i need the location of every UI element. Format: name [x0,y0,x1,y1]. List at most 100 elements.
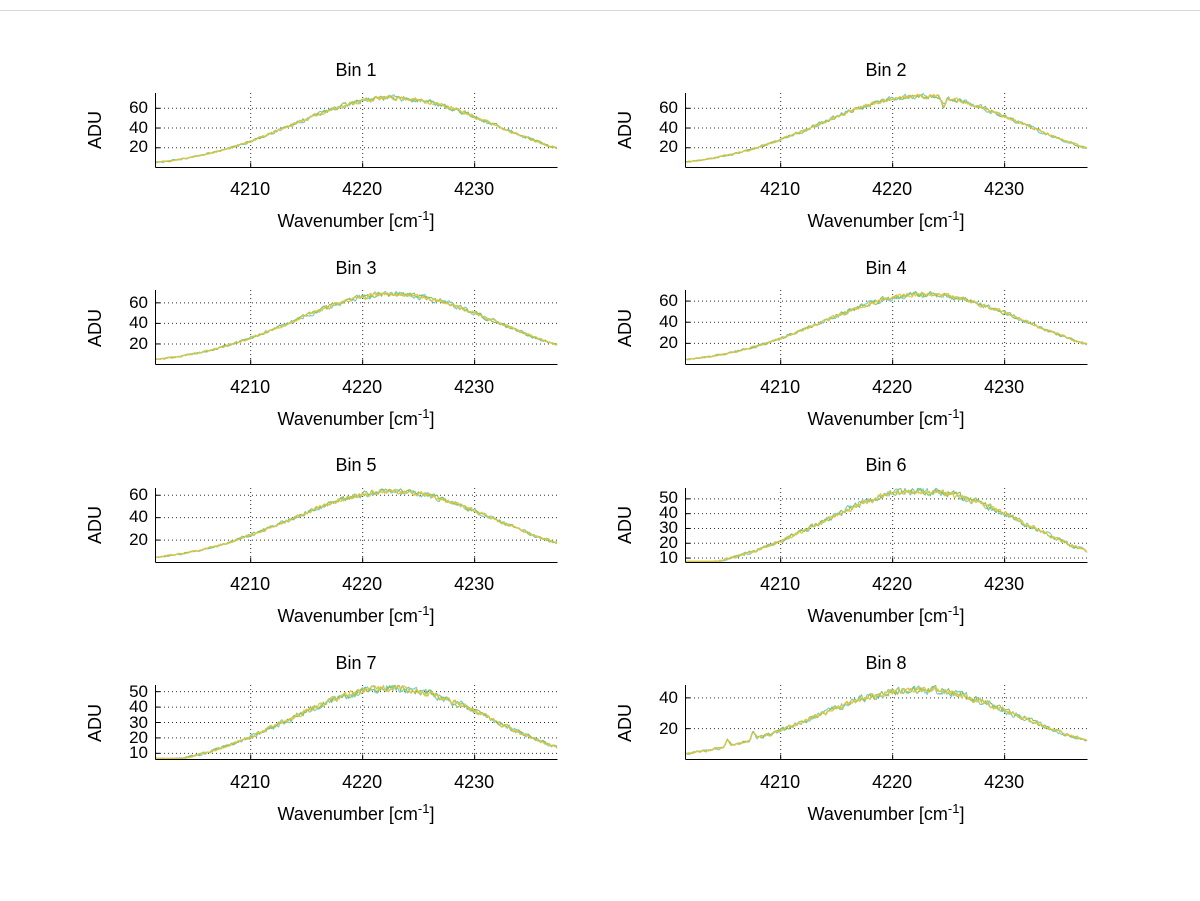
x-tick-label: 4230 [984,574,1025,594]
y-tick-label: 20 [129,137,148,157]
spectrum-curve-under-green [684,684,1087,755]
x-tick-label: 4220 [342,574,383,594]
plot-svg [684,684,1087,760]
x-axis-label: Wavenumber [cm-1] [685,802,1087,825]
x-axis-label: Wavenumber [cm-1] [685,603,1087,627]
plot-svg [154,487,557,563]
x-tick-label: 4210 [230,771,271,792]
x-axis-label: Wavenumber [cm-1] [155,603,557,627]
spectrum-curve-under-cyan [154,487,557,558]
plot-title: Bin 7 [335,652,377,673]
spectrum-curve-main [154,291,557,361]
y-tick-label: 40 [129,697,148,717]
y-tick-label: 40 [659,312,678,332]
x-axis-label-suffix: ] [429,606,435,626]
y-tick-label: 40 [659,687,678,707]
x-axis-label-superscript: -1 [947,208,960,223]
y-tick-label: 60 [659,291,678,311]
x-tick-label: 4230 [984,376,1025,397]
y-tick-label: 50 [659,488,678,508]
x-axis-label-text: Wavenumber [cm [807,606,948,626]
y-tick-label: 60 [659,97,678,117]
spectrum-curve-under-green [684,290,1087,361]
x-tick-label: 4210 [760,179,801,199]
x-tick-label: 4230 [454,771,495,792]
spectrum-curve-under-green [154,94,557,163]
x-axis-label: Wavenumber [cm-1] [685,208,1087,232]
spectrum-curve-main [684,93,1087,163]
x-tick-label: 4230 [984,179,1025,199]
x-axis-label-text: Wavenumber [cm [807,211,948,231]
x-tick-label: 4230 [454,574,495,594]
x-tick-label: 4220 [872,179,913,199]
plot-title: Bin 6 [865,455,907,475]
x-axis-label-superscript: -1 [947,405,960,421]
plot-title: Bin 4 [865,257,907,278]
y-tick-label: 30 [129,712,148,732]
y-tick-label: 60 [129,97,148,117]
spectrum-curve-under-green [154,291,557,361]
spectrum-curve-under-green [154,684,557,759]
spectrum-curve-main [684,488,1087,562]
plot-svg [684,290,1087,365]
x-axis-label-suffix: ] [429,803,435,824]
y-tick-label: 10 [659,547,678,567]
x-axis-label-text: Wavenumber [cm [277,408,418,429]
x-axis-label-suffix: ] [959,408,965,429]
y-tick-label: 40 [659,117,678,137]
spectrum-curve-main [154,94,557,163]
x-tick-label: 4220 [342,376,383,397]
y-tick-label: 40 [129,313,148,333]
x-axis-label-superscript: -1 [417,208,430,223]
spectrum-curve-under-green [154,487,557,558]
x-axis-label-superscript: -1 [947,603,960,618]
y-tick-label: 20 [659,532,678,552]
plot-svg [154,92,557,168]
x-axis-label: Wavenumber [cm-1] [155,800,557,825]
y-tick-label: 20 [659,333,678,353]
x-axis-label-text: Wavenumber [cm [277,803,418,824]
window-edge-line [0,10,1200,11]
x-axis-label-suffix: ] [959,211,965,231]
x-axis-label: Wavenumber [cm-1] [155,405,557,430]
x-tick-label: 4210 [760,771,801,792]
x-tick-label: 4230 [454,179,495,199]
y-tick-label: 20 [129,333,148,353]
x-tick-label: 4220 [872,771,913,792]
spectrum-curve-under-green [684,93,1087,163]
y-tick-label: 30 [659,517,678,537]
y-tick-label: 60 [129,292,148,312]
plot-svg [154,290,557,365]
x-tick-label: 4230 [984,771,1025,792]
y-tick-label: 40 [659,503,678,523]
x-axis-label-text: Wavenumber [cm [277,211,418,231]
x-tick-label: 4220 [342,771,383,792]
spectrum-curve-main [684,686,1087,755]
y-tick-label: 40 [129,507,148,527]
x-axis-label-superscript: -1 [417,603,430,618]
x-tick-label: 4210 [760,376,801,397]
x-axis-label-suffix: ] [429,211,435,231]
y-tick-label: 20 [659,137,678,157]
x-axis-label-text: Wavenumber [cm [807,408,948,429]
x-tick-label: 4220 [872,574,913,594]
y-tick-label: 20 [129,529,148,549]
spectrum-curve-main [154,488,557,558]
y-tick-label: 20 [659,718,678,738]
spectrum-curve-main [684,292,1087,360]
x-axis-label-suffix: ] [429,408,435,429]
plot-title: Bin 1 [335,60,377,80]
y-tick-label: 50 [129,681,148,701]
x-axis-label-superscript: -1 [417,405,430,421]
y-tick-label: 40 [129,117,148,137]
x-tick-label: 4210 [230,376,271,397]
x-axis-label-superscript: -1 [417,800,430,816]
plot-title: Bin 8 [865,652,907,673]
plot-title: Bin 2 [865,60,907,80]
spectrum-curve-under-cyan [154,290,557,360]
x-axis-label: Wavenumber [cm-1] [685,405,1087,430]
x-tick-label: 4210 [230,179,271,199]
x-tick-label: 4210 [230,574,271,594]
x-axis-label-suffix: ] [959,803,965,824]
